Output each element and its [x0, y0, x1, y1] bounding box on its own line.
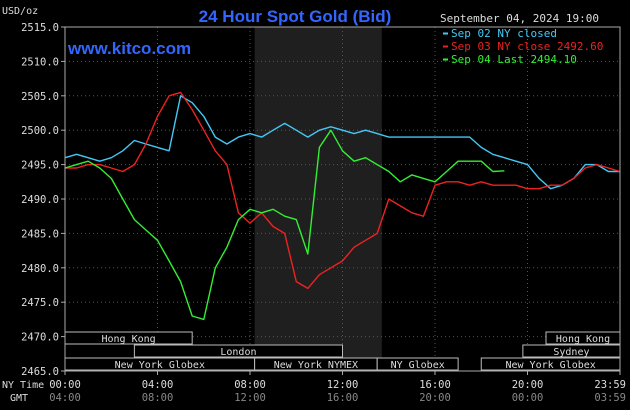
- session-label: Hong Kong: [102, 334, 156, 345]
- x-tick-label-ny: 04:00: [142, 379, 174, 391]
- y-tick-label: 2500.0: [21, 125, 59, 137]
- x-tick-label-gmt: 04:00: [49, 392, 81, 404]
- x-tick-label-ny: 20:00: [512, 379, 544, 391]
- x-tick-label-gmt: 20:00: [419, 392, 451, 404]
- shaded-region: [254, 27, 382, 371]
- trading-sessions: Hong Kong Hong Kong London Sydney New York G…: [64, 331, 621, 371]
- legend-entry: Sep 04 Last 2494.10: [451, 53, 577, 66]
- x-tick-label-ny: 00:00: [49, 379, 81, 391]
- series-line-1: [64, 95, 620, 190]
- y-unit-label: USD/oz: [2, 6, 38, 17]
- series-lines: [64, 91, 621, 321]
- y-tick-label: 2490.0: [21, 194, 59, 206]
- y-tick-label: 2505.0: [21, 91, 59, 103]
- y-tick-label: 2470.0: [21, 332, 59, 344]
- x-tick-label-gmt: 08:00: [142, 392, 174, 404]
- session-label: NY Globex: [391, 360, 445, 371]
- session-box: [133, 344, 343, 358]
- legend-entry: Sep 02 NY closed: [451, 27, 557, 40]
- session-label: London: [220, 347, 256, 358]
- x-tick-label-gmt: 03:59: [594, 392, 626, 404]
- y-axis: 2515.0 2510.0 2505.0 2500.0 2495.0 2490.0 2485…: [21, 22, 65, 378]
- series-line-3: [64, 129, 505, 321]
- x-axis-ny-label: NY Time: [2, 380, 44, 391]
- y-tick-label: 2495.0: [21, 160, 59, 172]
- y-tick-label: 2465.0: [21, 366, 59, 378]
- session-label: Sydney: [553, 347, 589, 358]
- session-label: Hong Kong: [556, 334, 610, 345]
- x-tick-label-ny: 23:59: [594, 379, 626, 391]
- x-tick-label-gmt: 12:00: [234, 392, 266, 404]
- session-box: [376, 357, 459, 371]
- y-tick-label: 2510.0: [21, 56, 59, 68]
- nymex-shade: [254, 27, 382, 371]
- x-axis: NY Time GMT 00:0004:0004:0008:0008:0012:…: [2, 371, 626, 404]
- y-tick-label: 2485.0: [21, 228, 59, 240]
- x-tick-label-gmt: 00:00: [512, 392, 544, 404]
- x-tick-label-ny: 08:00: [234, 379, 266, 391]
- y-tick-label: 2475.0: [21, 297, 59, 309]
- x-tick-label-gmt: 16:00: [327, 392, 359, 404]
- x-tick-label-ny: 16:00: [419, 379, 451, 391]
- series-line-2: [65, 91, 621, 290]
- chart-title: 24 Hour Spot Gold (Bid): [199, 7, 392, 26]
- legend-entry: Sep 03 NY close 2492.60: [451, 40, 603, 53]
- session-label: New York NYMEX: [274, 360, 358, 371]
- kitco-watermark: www.kitco.com: [67, 39, 191, 58]
- session-label: New York Globex: [505, 360, 595, 371]
- y-tick-label: 2480.0: [21, 263, 59, 275]
- y-tick-label: 2515.0: [21, 22, 59, 34]
- x-tick-label-ny: 12:00: [327, 379, 359, 391]
- session-label: New York Globex: [115, 360, 205, 371]
- x-axis-gmt-label: GMT: [10, 393, 28, 404]
- date-label: September 04, 2024 19:00: [440, 12, 599, 25]
